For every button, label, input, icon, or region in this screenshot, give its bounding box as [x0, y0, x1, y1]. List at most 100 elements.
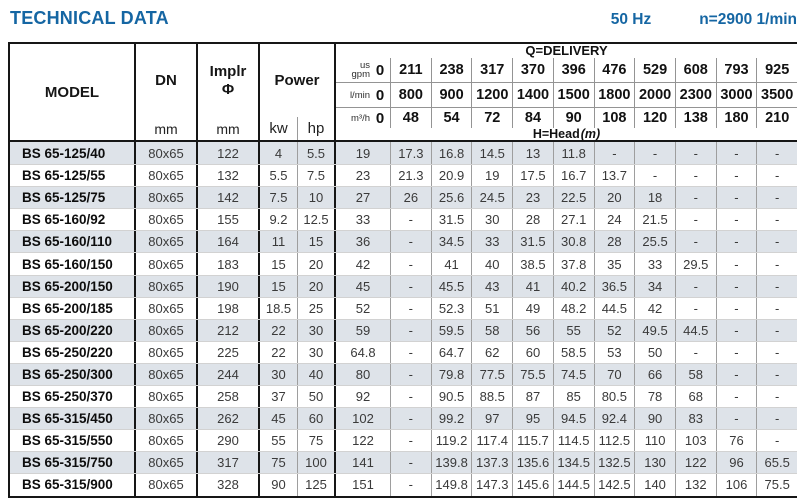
kw-cell: 5.5 — [269, 168, 288, 184]
head-value-cell: 16.8 — [430, 142, 472, 165]
head-value-cell: - — [715, 297, 757, 319]
head-value-cell: 36.5 — [593, 275, 635, 297]
power-cells: 9.2 12.5 — [258, 209, 334, 231]
model-cell: BS 65-125/40 — [22, 145, 106, 161]
impeller-cell: 155 — [196, 209, 258, 231]
head-value-cell: 75.5 — [756, 474, 797, 496]
power-cells: 22 30 — [258, 319, 334, 341]
power-cells: 55 75 — [258, 430, 334, 452]
table-row: BS 65-200/185 80x65 198 18.5 25 52-52.3 51 49 48… — [10, 296, 797, 319]
head-value-cell: - — [756, 386, 797, 408]
head-value-cell: 64.7 — [430, 341, 472, 363]
table-row: BS 65-160/110 80x65 164 11 15 36-34.5 33 31.5 30… — [10, 230, 797, 253]
head-value-cell: 28 — [512, 209, 553, 231]
head-value-cell: - — [756, 231, 797, 253]
flow-value-cell: 54 — [430, 108, 472, 128]
head-value-cell: 52.3 — [430, 297, 472, 319]
head-value-cell: 20 — [593, 187, 635, 209]
head-value-cell: 50 — [634, 341, 675, 363]
flow-unit-text-m3-h: m³/h — [338, 113, 370, 123]
flow-unit-us-gpm: us gpm 0 — [336, 58, 390, 82]
impeller-cell: 142 — [196, 187, 258, 209]
head-value-cell: - — [674, 209, 716, 231]
head-value-cell: 18 — [634, 187, 675, 209]
head-value-cell: - — [390, 253, 431, 275]
table-row: BS 65-200/220 80x65 212 22 30 59-59.5 58 56 55 52… — [10, 318, 797, 341]
flow-value-cell: 210 — [756, 108, 797, 128]
head-value-cell: 21.5 — [634, 209, 675, 231]
head-value-cell: 134.5 — [552, 452, 594, 474]
dn-cell: 80x65 — [134, 474, 196, 496]
head-value-cell: - — [674, 165, 716, 187]
col-header-power: Power kw hp — [258, 44, 334, 140]
hp-cell: 5.5 — [297, 142, 334, 165]
head-value-cell: 68 — [674, 386, 716, 408]
head-value-cell: 135.6 — [512, 452, 553, 474]
operating-conditions: 50 Hz n=2900 1/min — [611, 11, 797, 29]
head-value-cell: - — [715, 142, 757, 165]
flow-value-cell: 180 — [715, 108, 757, 128]
hp-cell: 20 — [297, 275, 334, 297]
head-value-cell: 119.2 — [430, 430, 472, 452]
head-value-cell: - — [756, 142, 797, 165]
head-value-cell: 96 — [715, 452, 757, 474]
head-value-cell: 74.5 — [552, 363, 594, 386]
head-value-cell: - — [756, 297, 797, 319]
table-body: BS 65-125/40 80x65 122 4 5.5 19 17.3 16.8 14.5 13… — [10, 142, 797, 496]
flow-value-cell: 608 — [674, 58, 716, 82]
head-value-cell: 34 — [634, 275, 675, 297]
head-value-cell: 23 — [512, 187, 553, 209]
head-value-cell: 80 — [355, 366, 371, 382]
head-value-cell: - — [390, 452, 431, 474]
head-value-cell: - — [390, 275, 431, 297]
hp-cell: 15 — [297, 231, 334, 253]
head-value-cell: - — [715, 275, 757, 297]
power-cells: 37 50 — [258, 386, 334, 408]
hp-cell: 30 — [297, 319, 334, 341]
head-value-cell: 43 — [471, 275, 512, 297]
flow-unit-text-l-min: l/min — [338, 90, 370, 100]
flow-value-cell: 529 — [634, 58, 675, 82]
head-value-cell: - — [593, 142, 635, 165]
kw-cell: 4 — [274, 145, 283, 161]
head-value-cell: 149.8 — [430, 474, 472, 496]
head-values: 151-149.8 147.3 145.6 144.5 142.5 140 132 106 75… — [334, 474, 797, 496]
head-values: 59-59.5 58 56 55 52 49.5 44.5- - — [334, 319, 797, 341]
kw-cell: 90 — [271, 477, 286, 493]
flow-row-m3-h: m³/h 0 48 54 72 84 90 108 120 138 180 210 — [336, 108, 797, 128]
impeller-cell: 198 — [196, 297, 258, 319]
head-value-cell: 59 — [355, 322, 371, 338]
head-value-cell: - — [715, 319, 757, 341]
head-values: 45-45.5 43 41 40.2 36.5 34- - - — [334, 275, 797, 297]
head-value-cell: - — [674, 297, 716, 319]
impeller-cell: 290 — [196, 430, 258, 452]
kw-cell: 7.5 — [269, 190, 288, 206]
head-value-cell: 75.5 — [512, 363, 553, 386]
head-value-cell: 85 — [552, 386, 594, 408]
flow-row-us-gpm: us gpm 0 211 238 317 370 396 476 529 608 793 925 — [336, 58, 797, 83]
impeller-cell: 183 — [196, 253, 258, 275]
head-value-cell: - — [674, 187, 716, 209]
head-value-cell: 77.5 — [471, 363, 512, 386]
head-value-cell: 52 — [593, 319, 635, 341]
flow-value-cell: 238 — [430, 58, 472, 82]
head-value-cell: 48.2 — [552, 297, 594, 319]
model-cell: BS 65-200/150 — [22, 278, 113, 294]
head-value-cell: 24.5 — [471, 187, 512, 209]
table-row: BS 65-250/220 80x65 225 22 30 64.8-64.7 62 60 58… — [10, 340, 797, 363]
flow-value-cell: 1500 — [552, 83, 594, 107]
kw-cell: 45 — [271, 411, 286, 427]
head-value-cell: - — [634, 142, 675, 165]
dn-cell: 80x65 — [134, 430, 196, 452]
power-cells: 15 20 — [258, 253, 334, 275]
head-value-cell: 145.6 — [512, 474, 553, 496]
table-row: BS 65-160/92 80x65 155 9.2 12.5 33-31.5 30 28 27… — [10, 208, 797, 231]
head-value-cell: 65.5 — [756, 452, 797, 474]
head-value-cell: 80.5 — [593, 386, 635, 408]
kw-cell: 55 — [271, 433, 286, 449]
power-cells: 30 40 — [258, 363, 334, 386]
model-cell: BS 65-125/55 — [22, 168, 106, 184]
head-value-cell: 58 — [674, 363, 716, 386]
head-value-cell: 27.1 — [552, 209, 594, 231]
